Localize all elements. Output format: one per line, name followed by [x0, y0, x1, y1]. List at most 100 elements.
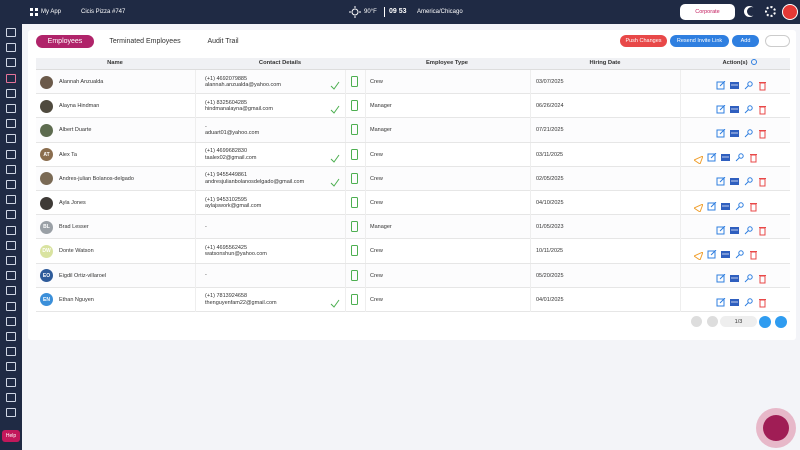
column-header[interactable]: Contact Details [258, 60, 302, 66]
nav-icon[interactable] [6, 164, 16, 174]
key-icon[interactable] [744, 102, 754, 120]
nav-icon[interactable] [6, 286, 16, 296]
key-icon[interactable] [744, 295, 754, 313]
schedule-icon[interactable] [730, 78, 740, 96]
page-nav[interactable] [707, 316, 718, 327]
nav-icon[interactable] [6, 377, 16, 387]
employee-name[interactable]: Donte Watson [59, 248, 94, 255]
edit-icon[interactable] [716, 271, 726, 289]
nav-icon[interactable] [6, 43, 16, 53]
nav-icon[interactable] [6, 119, 16, 129]
edit-icon[interactable] [707, 150, 717, 168]
nav-icon[interactable] [6, 180, 16, 189]
app-name[interactable]: My App [41, 9, 62, 15]
edit-icon[interactable] [716, 78, 726, 96]
action-button[interactable]: Resend Invite Link [670, 35, 729, 47]
schedule-icon[interactable] [721, 247, 731, 265]
nav-icon[interactable] [6, 73, 16, 83]
edit-icon[interactable] [716, 295, 726, 313]
delete-icon[interactable] [758, 295, 768, 313]
delete-icon[interactable] [758, 102, 768, 120]
delete-icon[interactable] [758, 174, 768, 192]
edit-icon[interactable] [716, 126, 726, 144]
employee-name[interactable]: Alayna Hindman [59, 103, 100, 110]
nav-icon[interactable] [6, 210, 16, 220]
nav-icon[interactable] [6, 316, 16, 326]
nav-icon[interactable] [6, 104, 16, 113]
send-icon[interactable] [692, 151, 704, 169]
key-icon[interactable] [735, 199, 745, 217]
employee-name[interactable]: Andres-julian Bolanos-delgado [59, 175, 134, 182]
schedule-icon[interactable] [730, 295, 740, 313]
action-button[interactable]: Add [732, 35, 759, 47]
page-nav[interactable] [775, 316, 787, 328]
nav-icon[interactable] [6, 332, 16, 341]
action-button[interactable]: Push Changes [620, 35, 667, 47]
nav-icon[interactable] [6, 134, 16, 144]
employee-name[interactable]: Alex Ta [59, 151, 77, 158]
theme-toggle[interactable] [744, 6, 756, 17]
page-nav[interactable] [759, 316, 771, 328]
schedule-icon[interactable] [730, 223, 740, 241]
chat-button[interactable] [756, 408, 796, 448]
delete-icon[interactable] [749, 247, 759, 265]
send-icon[interactable] [692, 199, 704, 217]
edit-dropdown[interactable] [765, 35, 790, 47]
nav-icon[interactable] [6, 347, 16, 357]
app-grid-icon[interactable] [30, 8, 38, 16]
nav-icon[interactable] [6, 256, 16, 265]
nav-icon[interactable] [6, 408, 16, 417]
schedule-icon[interactable] [721, 150, 731, 168]
settings[interactable] [765, 6, 776, 17]
help-button[interactable]: Help [2, 430, 20, 442]
nav-icon[interactable] [6, 240, 16, 250]
employee-name[interactable]: Albert Duarte [59, 127, 92, 134]
delete-icon[interactable] [749, 199, 759, 217]
delete-icon[interactable] [758, 223, 768, 241]
column-header[interactable]: Hiring Date [589, 60, 621, 66]
employee-name[interactable]: Alannah Anzualda [59, 79, 104, 85]
schedule-icon[interactable] [730, 126, 740, 144]
schedule-icon[interactable] [721, 199, 731, 217]
schedule-icon[interactable] [730, 271, 740, 289]
nav-icon[interactable] [6, 149, 16, 159]
edit-icon[interactable] [707, 199, 717, 217]
employee-name[interactable]: Eigdil Ortiz-villaroel [59, 272, 107, 279]
user-avatar[interactable] [782, 4, 798, 20]
nav-icon[interactable] [6, 271, 16, 281]
tab[interactable]: Employees [36, 35, 94, 48]
key-icon[interactable] [744, 271, 754, 289]
send-icon[interactable] [692, 247, 704, 265]
key-icon[interactable] [744, 223, 754, 241]
nav-icon[interactable] [6, 28, 16, 37]
tab[interactable]: Audit Trail [207, 38, 239, 45]
delete-icon[interactable] [758, 126, 768, 144]
employee-name[interactable]: Ayla Jones [59, 200, 86, 206]
column-header[interactable]: Name [107, 60, 123, 66]
nav-icon[interactable] [6, 225, 16, 235]
key-icon[interactable] [744, 78, 754, 96]
employee-name[interactable]: Ethan Nguyen [59, 296, 94, 303]
nav-icon[interactable] [6, 58, 16, 68]
store-name[interactable]: Cicis Pizza #747 [81, 9, 126, 15]
key-icon[interactable] [735, 150, 745, 168]
role-selector[interactable]: Corporate [680, 4, 735, 20]
key-icon[interactable] [744, 174, 754, 192]
tab[interactable]: Terminated Employees [109, 38, 181, 45]
employee-name[interactable]: Brad Lesser [59, 224, 89, 231]
column-header[interactable]: Employee Type [425, 60, 469, 66]
delete-icon[interactable] [758, 78, 768, 96]
delete-icon[interactable] [758, 271, 768, 289]
schedule-icon[interactable] [730, 102, 740, 120]
nav-icon[interactable] [6, 362, 16, 372]
edit-icon[interactable] [707, 247, 717, 265]
edit-icon[interactable] [716, 223, 726, 241]
key-icon[interactable] [735, 247, 745, 265]
page-nav[interactable] [691, 316, 702, 327]
nav-icon[interactable] [6, 301, 16, 311]
nav-icon[interactable] [6, 195, 16, 205]
key-icon[interactable] [744, 126, 754, 144]
nav-icon[interactable] [6, 392, 16, 402]
edit-icon[interactable] [716, 102, 726, 120]
delete-icon[interactable] [749, 150, 759, 168]
